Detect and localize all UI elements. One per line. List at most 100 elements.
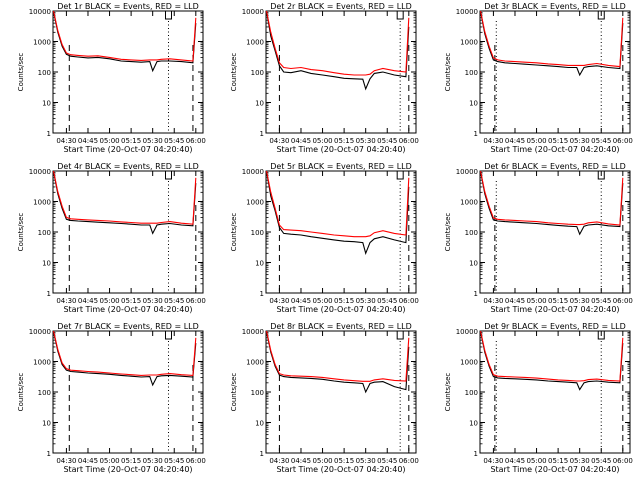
x-tick-label: 05:45 <box>164 137 184 145</box>
y-tick-label: 10000 <box>242 168 264 176</box>
y-tick-label: 1 <box>474 450 478 458</box>
x-axis-label: Start Time (20-Oct-07 04:20:40) <box>490 305 619 314</box>
x-tick-label: 05:00 <box>312 457 332 465</box>
x-tick-label: 05:15 <box>334 297 354 305</box>
x-tick-label: 05:30 <box>356 457 376 465</box>
flag-marker <box>164 330 172 340</box>
x-tick-label: 05:45 <box>377 457 397 465</box>
y-tick-label: 10 <box>255 100 264 108</box>
lld-series-line <box>52 10 197 62</box>
detector-panel: Det 4r BLACK = Events, RED = LLD 1 10 100 10… <box>17 162 206 314</box>
x-tick-label: 05:45 <box>164 457 184 465</box>
x-tick-label: 05:15 <box>121 297 141 305</box>
y-tick-label: 10 <box>42 420 51 428</box>
x-tick-label: 06:00 <box>399 297 419 305</box>
y-axis-label: Counts/sec <box>444 213 452 252</box>
y-tick-label: 1 <box>474 130 478 138</box>
plot-frame <box>479 170 631 294</box>
lld-series-line <box>479 10 624 68</box>
flag-marker <box>164 170 172 180</box>
x-tick-label: 05:30 <box>570 457 590 465</box>
lld-series-line <box>479 330 624 382</box>
panel-title: Det 5r BLACK = Events, RED = LLD <box>270 162 412 171</box>
y-axis-label: Counts/sec <box>230 213 238 252</box>
flag-marker <box>597 10 605 20</box>
y-tick-label: 10000 <box>242 8 264 16</box>
x-tick-label: 05:30 <box>570 137 590 145</box>
y-tick-label: 10000 <box>456 8 478 16</box>
detector-panel: Det 8r BLACK = Events, RED = LLD 1 10 100 10… <box>230 322 419 474</box>
x-tick-label: 05:00 <box>526 137 546 145</box>
x-axis-label: Start Time (20-Oct-07 04:20:40) <box>490 145 619 154</box>
plot-frame <box>479 10 631 134</box>
x-axis-label: Start Time (20-Oct-07 04:20:40) <box>63 145 192 154</box>
y-tick-label: 1 <box>47 130 51 138</box>
x-tick-label: 05:00 <box>526 297 546 305</box>
detector-panel: Det 5r BLACK = Events, RED = LLD 1 10 100 10… <box>230 162 419 314</box>
flag-marker <box>597 170 605 180</box>
x-tick-label: 05:45 <box>591 137 611 145</box>
events-series-line <box>52 10 197 73</box>
y-tick-label: 100 <box>251 69 264 77</box>
flag-marker <box>396 170 404 180</box>
x-tick-label: 04:30 <box>56 297 76 305</box>
flag-marker <box>164 10 172 20</box>
x-tick-label: 05:45 <box>591 297 611 305</box>
panel-title: Det 2r BLACK = Events, RED = LLD <box>270 2 412 11</box>
y-tick-label: 10 <box>255 260 264 268</box>
detector-panel: Det 3r BLACK = Events, RED = LLD 1 10 100 10… <box>444 2 633 154</box>
events-series-line <box>265 10 410 91</box>
flag-marker <box>396 330 404 340</box>
y-tick-label: 1000 <box>460 39 478 47</box>
y-tick-label: 10000 <box>456 328 478 336</box>
y-tick-label: 1 <box>260 290 264 298</box>
x-tick-label: 05:30 <box>356 137 376 145</box>
x-tick-label: 05:15 <box>121 137 141 145</box>
y-tick-label: 1 <box>260 130 264 138</box>
detector-panel: Det 9r BLACK = Events, RED = LLD 1 10 100 10… <box>444 322 633 474</box>
x-tick-label: 05:30 <box>143 137 163 145</box>
x-tick-label: 05:00 <box>526 457 546 465</box>
y-tick-label: 1000 <box>460 359 478 367</box>
y-tick-label: 100 <box>251 229 264 237</box>
y-tick-label: 10000 <box>29 168 51 176</box>
x-tick-label: 06:00 <box>399 137 419 145</box>
x-tick-label: 04:30 <box>269 137 289 145</box>
x-tick-label: 04:45 <box>78 457 98 465</box>
y-tick-label: 10 <box>42 260 51 268</box>
events-series-line <box>265 330 410 394</box>
y-axis-label: Counts/sec <box>230 53 238 92</box>
events-series-line <box>52 170 197 235</box>
x-tick-label: 05:45 <box>377 137 397 145</box>
plot-frame <box>52 170 204 294</box>
y-tick-label: 1000 <box>246 39 264 47</box>
events-series-line <box>479 170 624 236</box>
x-tick-label: 05:15 <box>121 457 141 465</box>
x-tick-label: 06:00 <box>186 457 206 465</box>
panel-title: Det 8r BLACK = Events, RED = LLD <box>270 322 412 331</box>
x-tick-label: 04:45 <box>505 297 525 305</box>
x-tick-label: 04:45 <box>291 457 311 465</box>
x-axis-label: Start Time (20-Oct-07 04:20:40) <box>276 305 405 314</box>
x-tick-label: 04:45 <box>505 137 525 145</box>
y-tick-label: 10000 <box>456 168 478 176</box>
panel-title: Det 6r BLACK = Events, RED = LLD <box>484 162 626 171</box>
events-series-line <box>52 330 197 387</box>
x-tick-label: 06:00 <box>186 137 206 145</box>
lld-series-line <box>52 170 197 225</box>
x-tick-label: 04:45 <box>291 297 311 305</box>
x-tick-label: 05:15 <box>334 137 354 145</box>
y-axis-label: Counts/sec <box>17 213 25 252</box>
panel-title: Det 1r BLACK = Events, RED = LLD <box>57 2 199 11</box>
x-tick-label: 05:00 <box>99 457 119 465</box>
flag-marker <box>597 330 605 340</box>
lld-series-line <box>265 330 410 382</box>
x-tick-label: 04:45 <box>291 137 311 145</box>
y-axis-label: Counts/sec <box>17 53 25 92</box>
x-tick-label: 05:15 <box>548 137 568 145</box>
plot-frame <box>265 170 417 294</box>
events-series-line <box>479 10 624 77</box>
x-tick-label: 04:45 <box>78 297 98 305</box>
x-tick-label: 05:30 <box>143 457 163 465</box>
